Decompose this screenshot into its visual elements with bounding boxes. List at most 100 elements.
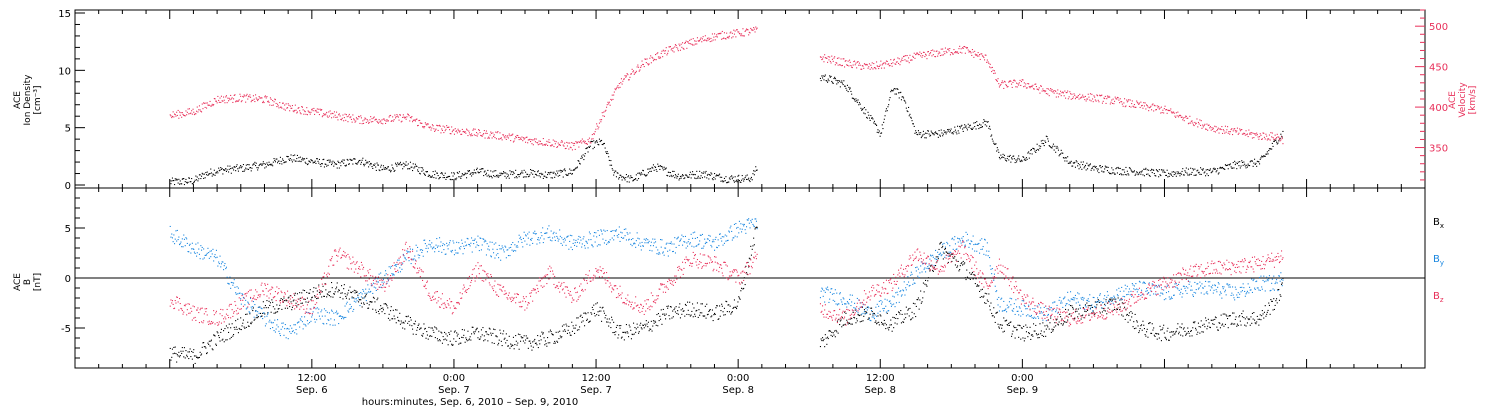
density-series-point [394, 169, 396, 171]
by-series-point [417, 254, 419, 256]
density-series-point [1044, 140, 1046, 142]
velocity-series-point [947, 48, 949, 50]
by-series-point [212, 248, 214, 250]
density-series-point [652, 167, 654, 169]
by-series-point [252, 301, 254, 303]
bx-series-point [1160, 340, 1162, 342]
by-series-point [421, 251, 423, 253]
bx-series-point [1213, 323, 1215, 325]
bx-series-point [593, 304, 595, 306]
velocity-series-point [1036, 88, 1038, 90]
density-series-point [741, 175, 743, 177]
bx-series-point [1141, 324, 1143, 326]
density-series-point [864, 113, 866, 115]
density-series-point [1222, 168, 1224, 170]
velocity-series-point [728, 37, 730, 39]
bx-series-point [1064, 321, 1066, 323]
velocity-series-point [1094, 96, 1096, 98]
velocity-series-point [1005, 84, 1007, 86]
velocity-series-point [217, 95, 219, 97]
velocity-series-point [246, 93, 248, 95]
bx-series-point [242, 319, 244, 321]
bx-series-point [683, 310, 685, 312]
velocity-series-point [530, 141, 532, 143]
density-series-point [417, 169, 419, 171]
by-series-point [181, 238, 183, 240]
density-series-point [1163, 169, 1165, 171]
velocity-series-point [1024, 85, 1026, 87]
bx-series-point [1267, 309, 1269, 311]
bx-series-point [584, 325, 586, 327]
velocity-series-point [643, 66, 645, 68]
bx-series-point [701, 303, 703, 305]
by-series-point [321, 315, 323, 317]
bx-series-point [229, 338, 231, 340]
bx-series-point [328, 291, 330, 293]
bx-series-point [1102, 307, 1104, 309]
density-series-point [557, 175, 559, 177]
velocity-series-point [1238, 132, 1240, 134]
density-series-point [1190, 167, 1192, 169]
density-series-point [1061, 152, 1063, 154]
velocity-series-point [609, 104, 611, 106]
bx-series-point [451, 344, 453, 346]
by-series-point [470, 242, 472, 244]
bx-series-point [580, 314, 582, 316]
density-series-point [382, 165, 384, 167]
velocity-series-point [221, 100, 223, 102]
velocity-series-point [269, 104, 271, 106]
density-series-point [1238, 165, 1240, 167]
velocity-series-point [236, 100, 238, 102]
by-series-point [539, 242, 541, 244]
velocity-series-point [552, 139, 554, 141]
by-series-point [295, 329, 297, 331]
velocity-series-point [1025, 87, 1027, 89]
velocity-series-point [559, 143, 561, 145]
bx-series-point [322, 285, 324, 287]
density-series-point [998, 156, 1000, 158]
bx-series-point [291, 309, 293, 311]
density-series-point [1124, 174, 1126, 176]
density-series-point [713, 176, 715, 178]
by-series-point [555, 232, 557, 234]
velocity-series-point [980, 53, 982, 55]
velocity-series-point [682, 47, 684, 49]
density-series-point [467, 170, 469, 172]
bx-series-point [716, 305, 718, 307]
velocity-series-point [996, 80, 998, 82]
bx-series-point [684, 303, 686, 305]
velocity-series-point [1116, 96, 1118, 98]
density-series-point [1133, 170, 1135, 172]
velocity-series-point [555, 141, 557, 143]
by-series-point [493, 252, 495, 254]
bx-series-point [890, 319, 892, 321]
by-series-point [547, 228, 549, 230]
by-series-point [446, 242, 448, 244]
velocity-series-point [831, 55, 833, 57]
bx-series-point [515, 335, 517, 337]
bx-series-point [1193, 322, 1195, 324]
density-series-point [593, 140, 595, 142]
velocity-series-point [1093, 95, 1095, 97]
density-series-point [419, 172, 421, 174]
bx-series-point [1252, 318, 1254, 320]
velocity-series-point [1044, 91, 1046, 93]
velocity-series-point [1202, 126, 1204, 128]
by-series-point [320, 311, 322, 313]
velocity-series-point [1111, 102, 1113, 104]
velocity-series-point [971, 49, 973, 51]
bx-series-point [523, 335, 525, 337]
density-series-point [436, 172, 438, 174]
density-series-point [308, 160, 310, 162]
density-series-point [188, 177, 190, 179]
velocity-series-point [693, 44, 695, 46]
density-series-point [1019, 160, 1021, 162]
top-panel-marks [169, 26, 1284, 186]
density-series-point [487, 169, 489, 171]
velocity-series-point [890, 59, 892, 61]
density-series-point [874, 123, 876, 125]
by-series-point [281, 322, 283, 324]
velocity-series-point [1205, 128, 1207, 130]
velocity-series-point [1009, 80, 1011, 82]
by-series-point [364, 292, 366, 294]
